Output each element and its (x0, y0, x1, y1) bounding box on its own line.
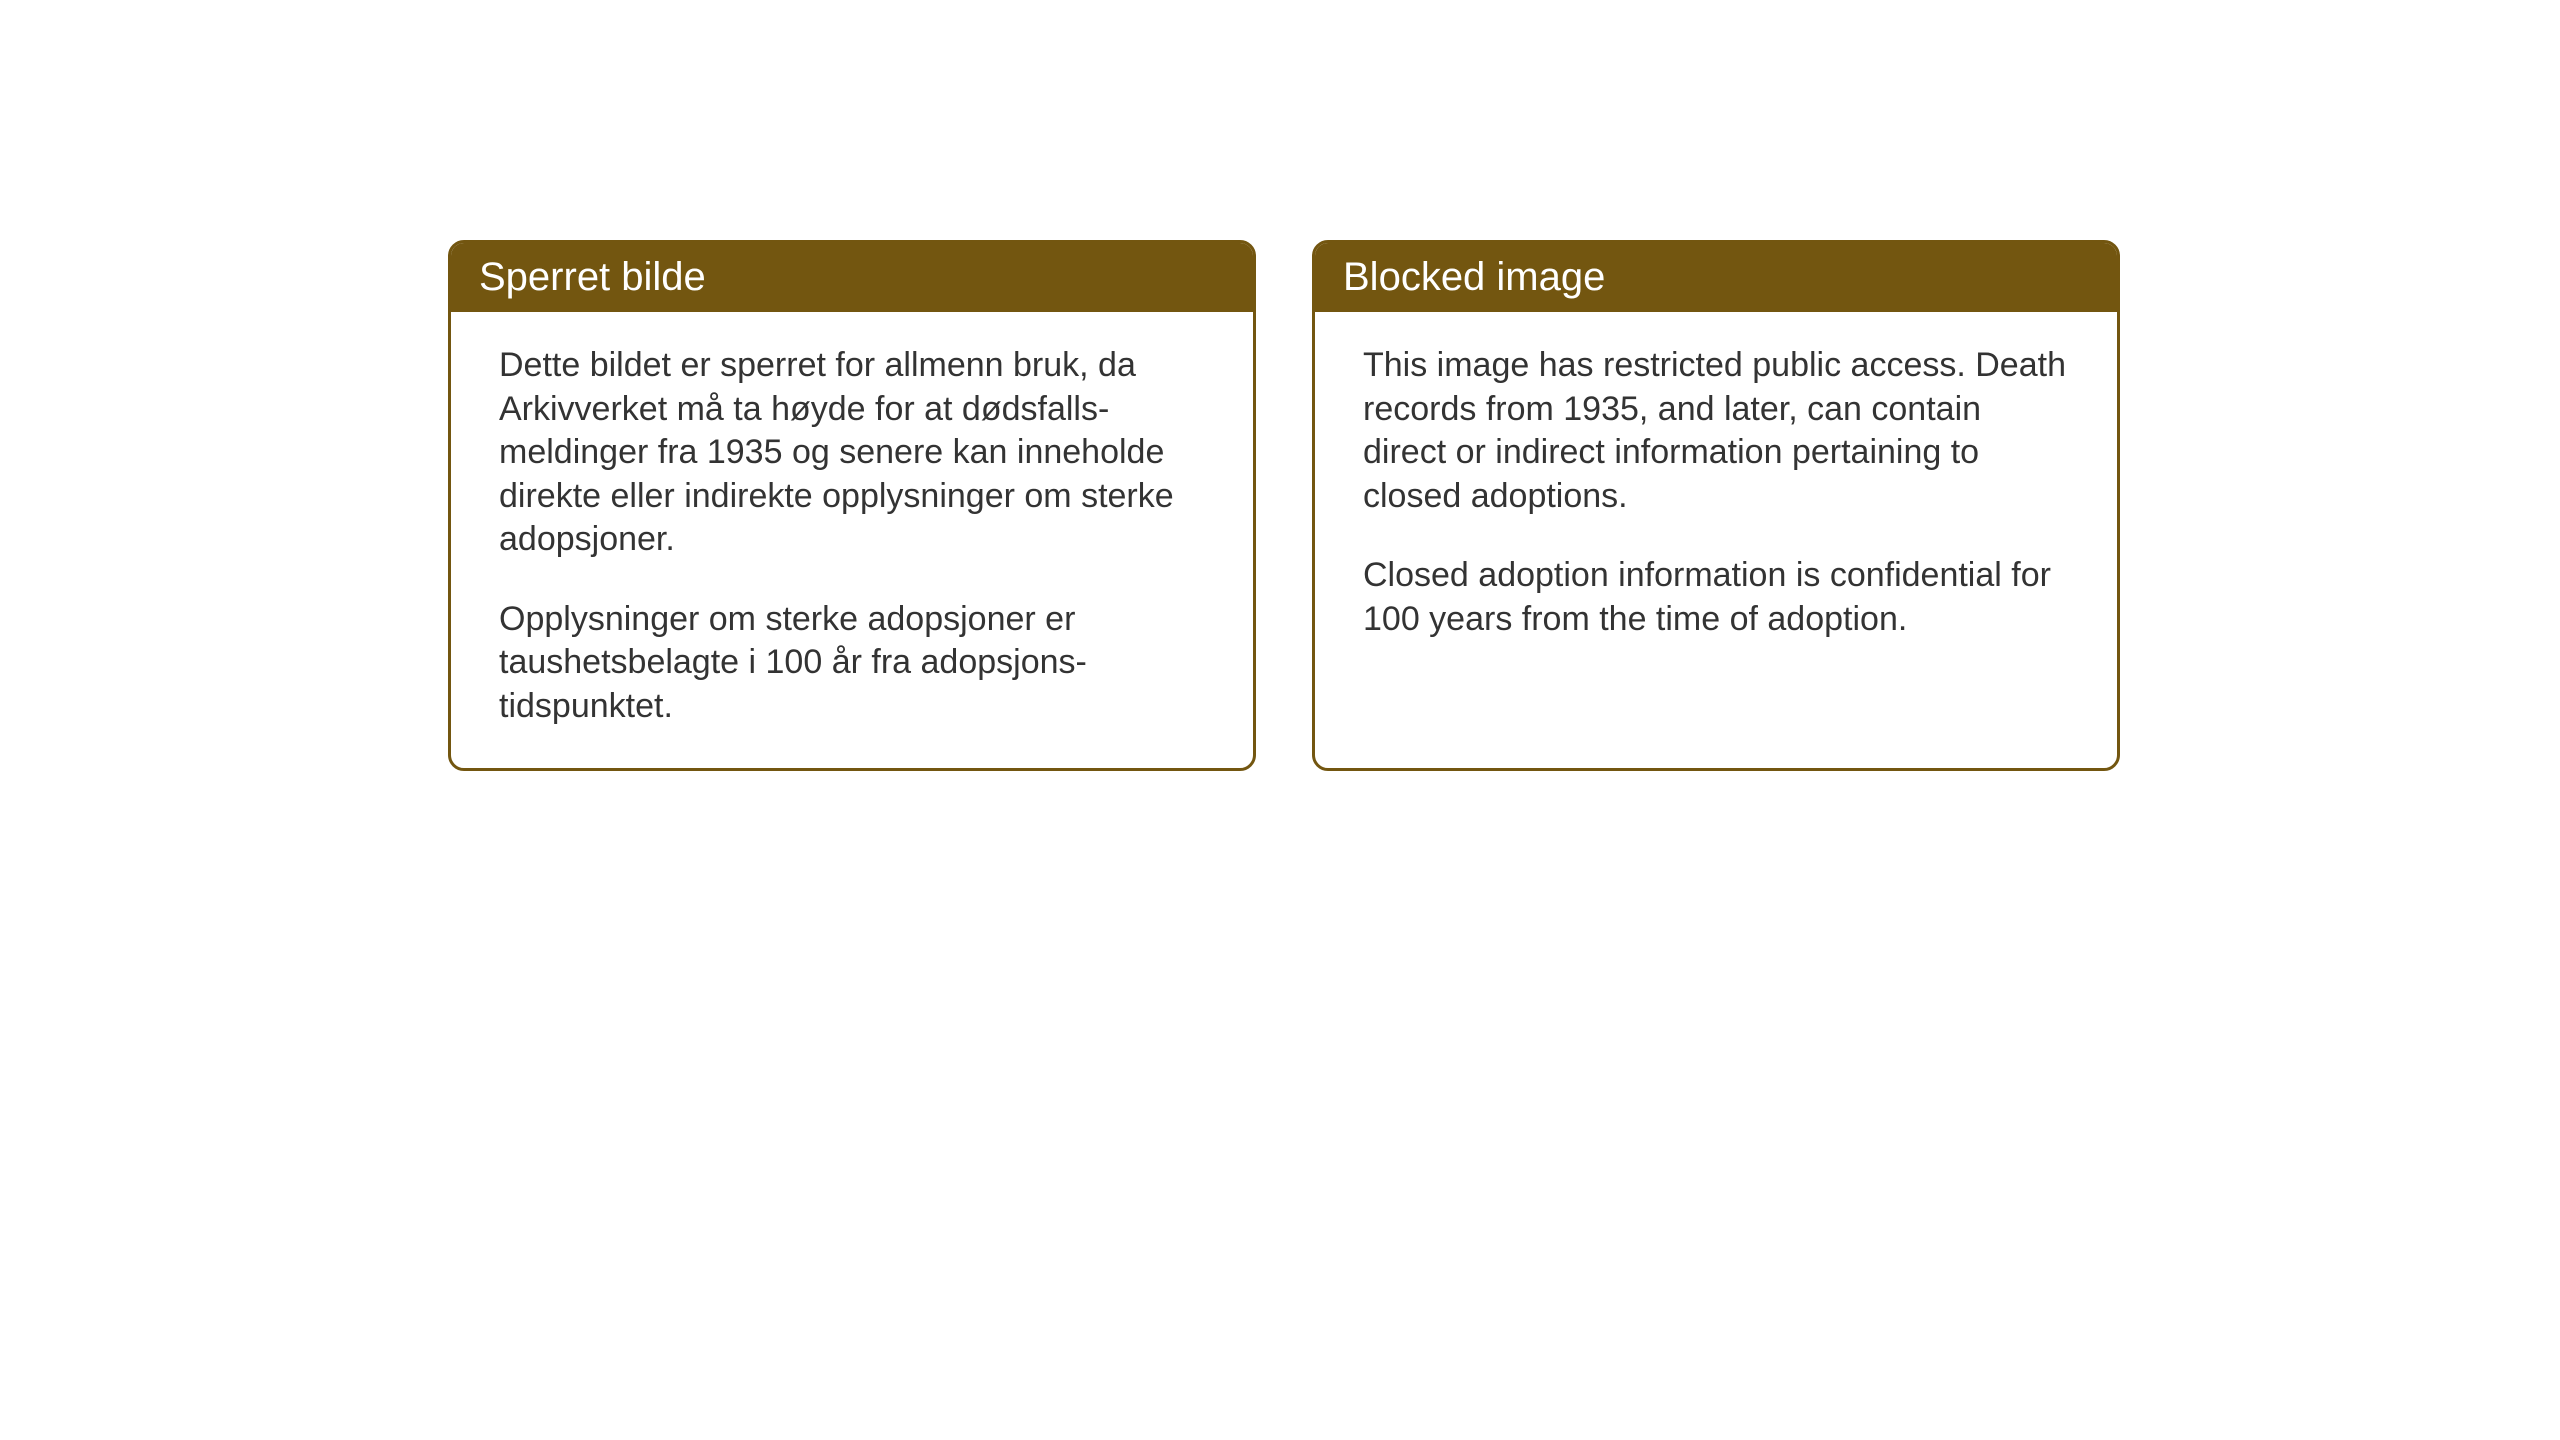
norwegian-card-title: Sperret bilde (451, 243, 1253, 312)
notice-cards-container: Sperret bilde Dette bildet er sperret fo… (448, 240, 2120, 771)
english-notice-card: Blocked image This image has restricted … (1312, 240, 2120, 771)
english-paragraph-1: This image has restricted public access.… (1363, 344, 2069, 518)
english-card-title: Blocked image (1315, 243, 2117, 312)
norwegian-card-body: Dette bildet er sperret for allmenn bruk… (451, 312, 1253, 768)
english-paragraph-2: Closed adoption information is confident… (1363, 554, 2069, 641)
norwegian-paragraph-2: Opplysninger om sterke adopsjoner er tau… (499, 598, 1205, 729)
norwegian-notice-card: Sperret bilde Dette bildet er sperret fo… (448, 240, 1256, 771)
english-card-body: This image has restricted public access.… (1315, 312, 2117, 712)
norwegian-paragraph-1: Dette bildet er sperret for allmenn bruk… (499, 344, 1205, 562)
